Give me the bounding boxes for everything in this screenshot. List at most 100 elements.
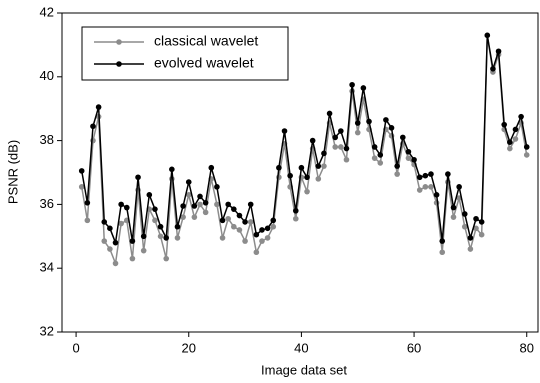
data-point: [90, 123, 96, 130]
data-point: [388, 125, 395, 131]
data-point: [231, 223, 237, 230]
data-point: [383, 117, 389, 123]
y-tick-label: 34: [40, 260, 54, 275]
x-axis-title: Image data set: [261, 362, 347, 377]
data-point: [270, 217, 277, 224]
data-point: [467, 235, 474, 241]
data-point: [180, 203, 186, 209]
data-point: [371, 144, 378, 150]
data-point: [208, 164, 215, 171]
plot-frame: [61, 12, 539, 333]
data-point: [411, 156, 417, 163]
data-point: [292, 215, 299, 222]
data-point: [518, 113, 524, 120]
data-point: [112, 260, 119, 267]
data-point: [157, 223, 164, 230]
data-point: [152, 206, 158, 212]
legend-label: evolved wavelet: [154, 55, 254, 71]
data-point: [264, 225, 271, 232]
data-point: [371, 155, 378, 161]
data-point: [405, 148, 412, 155]
legend-marker: [116, 61, 122, 67]
data-point: [309, 137, 316, 144]
y-tick-label: 32: [40, 323, 54, 338]
data-point: [377, 160, 384, 166]
series-line: [80, 35, 528, 246]
data-point: [400, 134, 406, 141]
data-point: [433, 192, 440, 198]
data-point: [95, 104, 102, 110]
data-point: [259, 227, 265, 233]
data-point: [439, 238, 446, 244]
data-point: [394, 171, 400, 177]
data-point: [78, 168, 85, 174]
data-point: [152, 217, 158, 224]
data-point: [101, 219, 108, 225]
data-point: [107, 225, 113, 232]
data-point: [129, 255, 136, 262]
data-point: [185, 192, 192, 198]
data-point: [495, 48, 502, 55]
data-point: [287, 172, 293, 179]
data-point: [315, 163, 322, 169]
data-point: [180, 214, 186, 220]
data-point: [242, 219, 248, 225]
data-point: [354, 129, 361, 136]
data-point: [191, 214, 198, 220]
data-point: [321, 163, 327, 169]
data-point: [338, 144, 344, 150]
data-point: [185, 179, 192, 185]
data-point: [523, 152, 530, 158]
data-point: [366, 118, 372, 125]
data-point: [326, 110, 333, 117]
data-point: [292, 207, 299, 214]
legend-box: [81, 26, 289, 81]
data-point: [478, 219, 485, 225]
data-point: [163, 235, 170, 241]
data-point: [315, 176, 322, 182]
data-point: [169, 166, 175, 173]
data-point: [191, 203, 198, 209]
data-point: [467, 246, 474, 252]
data-point: [450, 204, 457, 211]
data-point: [219, 217, 226, 224]
data-point: [405, 155, 412, 161]
data-point: [473, 215, 479, 222]
data-point: [247, 201, 254, 208]
data-point: [349, 81, 355, 88]
data-point: [231, 206, 237, 212]
data-point: [90, 137, 96, 144]
legend-marker: [116, 39, 122, 45]
data-point: [202, 209, 209, 216]
data-point: [253, 249, 260, 256]
data-point: [225, 215, 231, 222]
data-point: [523, 144, 530, 150]
data-point: [394, 163, 400, 169]
data-point: [242, 238, 248, 244]
data-point: [78, 184, 85, 190]
data-point: [428, 184, 434, 190]
data-point: [219, 235, 226, 241]
data-point: [422, 172, 429, 179]
data-point: [343, 145, 350, 152]
data-point: [129, 238, 136, 244]
data-point: [321, 150, 327, 157]
x-tick-label: 20: [182, 340, 196, 355]
data-point: [416, 174, 423, 181]
data-point: [332, 144, 339, 150]
data-point: [214, 201, 220, 208]
y-axis-title: PSNR (dB): [5, 140, 20, 204]
y-tick-label: 36: [40, 196, 54, 211]
data-point: [140, 247, 147, 254]
data-point: [84, 217, 91, 224]
data-point: [501, 121, 508, 128]
data-point: [507, 145, 513, 152]
data-point: [445, 171, 451, 177]
data-point: [163, 255, 170, 262]
data-point: [332, 134, 339, 141]
data-point: [338, 128, 344, 134]
data-point: [276, 164, 282, 171]
data-point: [484, 32, 491, 39]
x-tick-label: 40: [294, 340, 308, 355]
